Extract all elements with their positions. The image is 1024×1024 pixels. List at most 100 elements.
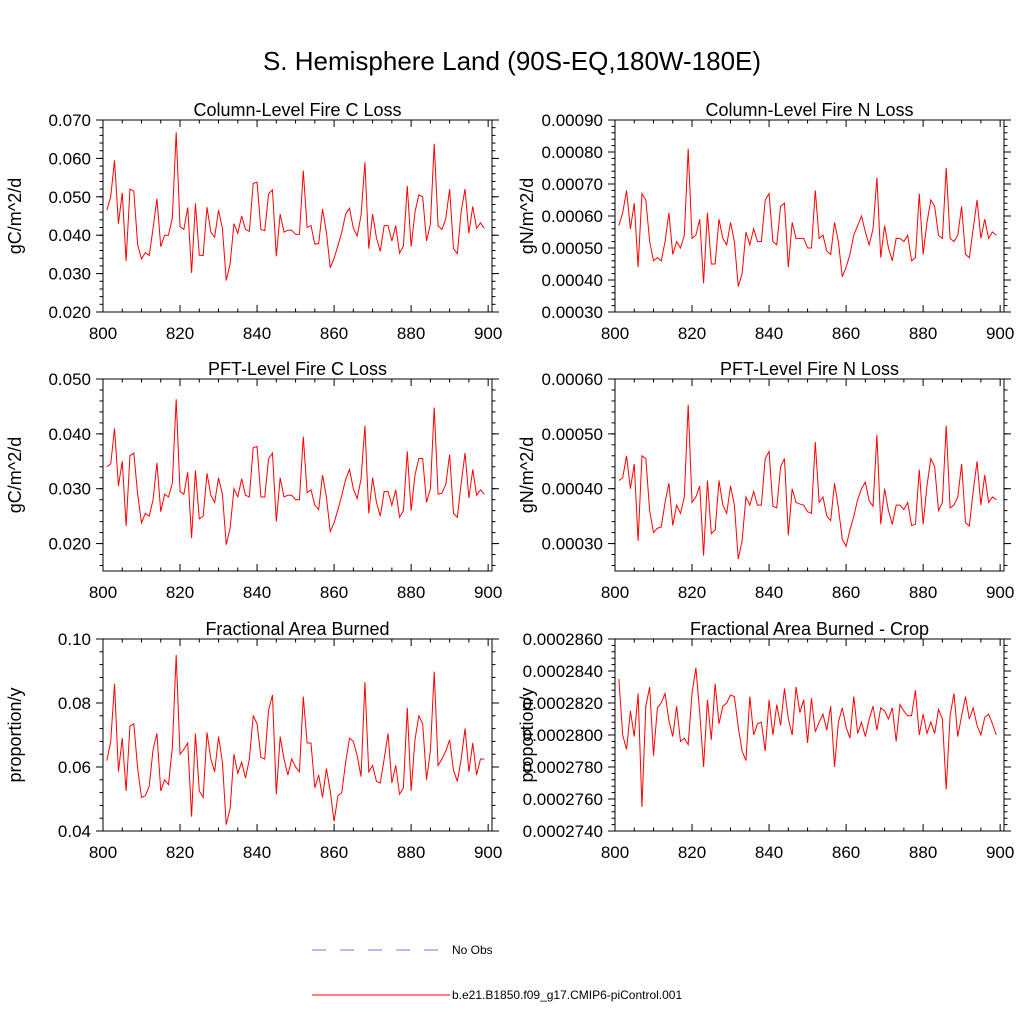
- x-tick-label: 900: [474, 324, 502, 343]
- x-tick-label: 820: [678, 583, 706, 602]
- chart-panel-6: Fractional Area Burned - Crop 800 820 840 86…: [517, 619, 1014, 862]
- legend-label-no-obs: No Obs: [452, 943, 493, 957]
- x-tick-label: 900: [986, 324, 1014, 343]
- y-tick-label: 0.00050: [542, 425, 603, 444]
- plot-frame: [614, 378, 1005, 572]
- y-tick-label: 0.00040: [542, 271, 603, 290]
- x-tick-label: 840: [243, 583, 271, 602]
- y-tick-label: 0.020: [48, 303, 91, 322]
- panel-title: Column-Level Fire C Loss: [193, 100, 401, 120]
- panel-title: Fractional Area Burned: [205, 619, 389, 639]
- chart-panel-5: Fractional Area Burned 800 820 840 860 880 900…: [5, 619, 502, 862]
- y-tick-label: 0.00040: [542, 480, 603, 499]
- y-tick-label: 0.0002840: [523, 662, 603, 681]
- x-tick-label: 860: [320, 324, 348, 343]
- x-tick-label: 800: [601, 583, 629, 602]
- y-tick-label: 0.050: [48, 370, 91, 389]
- x-tick-label: 800: [601, 324, 629, 343]
- x-tick-label: 840: [243, 324, 271, 343]
- y-tick-label: 0.00080: [542, 143, 603, 162]
- y-tick-label: 0.040: [48, 226, 91, 245]
- x-tick-label: 880: [909, 324, 937, 343]
- x-tick-label: 800: [89, 324, 117, 343]
- x-tick-label: 860: [320, 583, 348, 602]
- x-tick-label: 900: [986, 843, 1014, 862]
- y-tick-label: 0.00030: [542, 535, 603, 554]
- panel-grid: Column-Level Fire C Loss 800 820 840 860 880 9…: [5, 100, 1014, 862]
- x-tick-label: 820: [166, 843, 194, 862]
- y-tick-label: 0.060: [48, 149, 91, 168]
- legend: No Obs b.e21.B1850.f09_g17.CMIP6-piContr…: [312, 943, 682, 1002]
- y-tick-label: 0.050: [48, 188, 91, 207]
- x-tick-label: 880: [397, 324, 425, 343]
- series-line: [618, 667, 997, 808]
- plot-frame: [102, 638, 493, 832]
- x-tick-label: 840: [755, 324, 783, 343]
- y-axis-label: gN/m^2/d: [517, 178, 537, 254]
- x-tick-label: 900: [474, 583, 502, 602]
- y-tick-label: 0.0002780: [523, 758, 603, 777]
- y-tick-label: 0.030: [48, 265, 91, 284]
- y-tick-label: 0.0002820: [523, 694, 603, 713]
- y-tick-label: 0.10: [58, 630, 91, 649]
- chart-panel-3: PFT-Level Fire C Loss 800 820 840 860 880 900 0…: [5, 359, 502, 602]
- figure-title: S. Hemisphere Land (90S-EQ,180W-180E): [263, 46, 761, 76]
- y-tick-label: 0.0002760: [523, 790, 603, 809]
- y-axis-label: gC/m^2/d: [5, 437, 25, 513]
- series-line: [106, 399, 485, 545]
- y-tick-label: 0.070: [48, 111, 91, 130]
- y-tick-label: 0.00050: [542, 239, 603, 258]
- panel-title: Fractional Area Burned - Crop: [690, 619, 929, 639]
- x-tick-label: 800: [89, 843, 117, 862]
- y-tick-label: 0.00030: [542, 303, 603, 322]
- x-tick-label: 820: [678, 843, 706, 862]
- panel-title: Column-Level Fire N Loss: [705, 100, 913, 120]
- plot-frame: [614, 119, 1005, 313]
- y-tick-label: 0.00070: [542, 175, 603, 194]
- x-tick-label: 840: [755, 583, 783, 602]
- chart-panel-4: PFT-Level Fire N Loss 800 820 840 860 880 900 0…: [517, 359, 1014, 602]
- x-tick-label: 880: [909, 843, 937, 862]
- y-tick-label: 0.0002740: [523, 822, 603, 841]
- x-tick-label: 860: [320, 843, 348, 862]
- chart-panel-2: Column-Level Fire N Loss 800 820 840 860 880 9…: [517, 100, 1014, 343]
- x-tick-label: 900: [986, 583, 1014, 602]
- x-tick-label: 860: [832, 324, 860, 343]
- y-axis-label: proportion/y: [5, 687, 25, 782]
- series-line: [106, 654, 485, 825]
- y-tick-label: 0.0002800: [523, 726, 603, 745]
- y-tick-label: 0.040: [48, 425, 91, 444]
- y-tick-label: 0.00060: [542, 207, 603, 226]
- y-tick-label: 0.0002860: [523, 630, 603, 649]
- x-tick-label: 840: [755, 843, 783, 862]
- x-tick-label: 860: [832, 843, 860, 862]
- panel-title: PFT-Level Fire C Loss: [208, 359, 387, 379]
- legend-label-model: b.e21.B1850.f09_g17.CMIP6-piControl.001: [452, 988, 682, 1002]
- y-tick-label: 0.00090: [542, 111, 603, 130]
- y-axis-label: gN/m^2/d: [517, 437, 537, 513]
- y-tick-label: 0.06: [58, 758, 91, 777]
- y-axis-label: gC/m^2/d: [5, 178, 25, 254]
- x-tick-label: 860: [832, 583, 860, 602]
- plot-frame: [102, 119, 493, 313]
- x-tick-label: 820: [166, 324, 194, 343]
- y-tick-label: 0.020: [48, 535, 91, 554]
- series-line: [106, 132, 485, 281]
- plot-frame: [102, 378, 493, 572]
- series-line: [618, 148, 997, 287]
- x-tick-label: 880: [397, 583, 425, 602]
- y-tick-label: 0.030: [48, 480, 91, 499]
- x-tick-label: 800: [89, 583, 117, 602]
- x-tick-label: 820: [678, 324, 706, 343]
- series-line: [618, 404, 997, 560]
- y-tick-label: 0.00060: [542, 370, 603, 389]
- x-tick-label: 880: [397, 843, 425, 862]
- panel-title: PFT-Level Fire N Loss: [720, 359, 899, 379]
- y-tick-label: 0.04: [58, 822, 91, 841]
- x-tick-label: 820: [166, 583, 194, 602]
- y-tick-label: 0.08: [58, 694, 91, 713]
- x-tick-label: 880: [909, 583, 937, 602]
- y-axis-label: proportion/y: [517, 687, 537, 782]
- chart-panel-1: Column-Level Fire C Loss 800 820 840 860 880 9…: [5, 100, 502, 343]
